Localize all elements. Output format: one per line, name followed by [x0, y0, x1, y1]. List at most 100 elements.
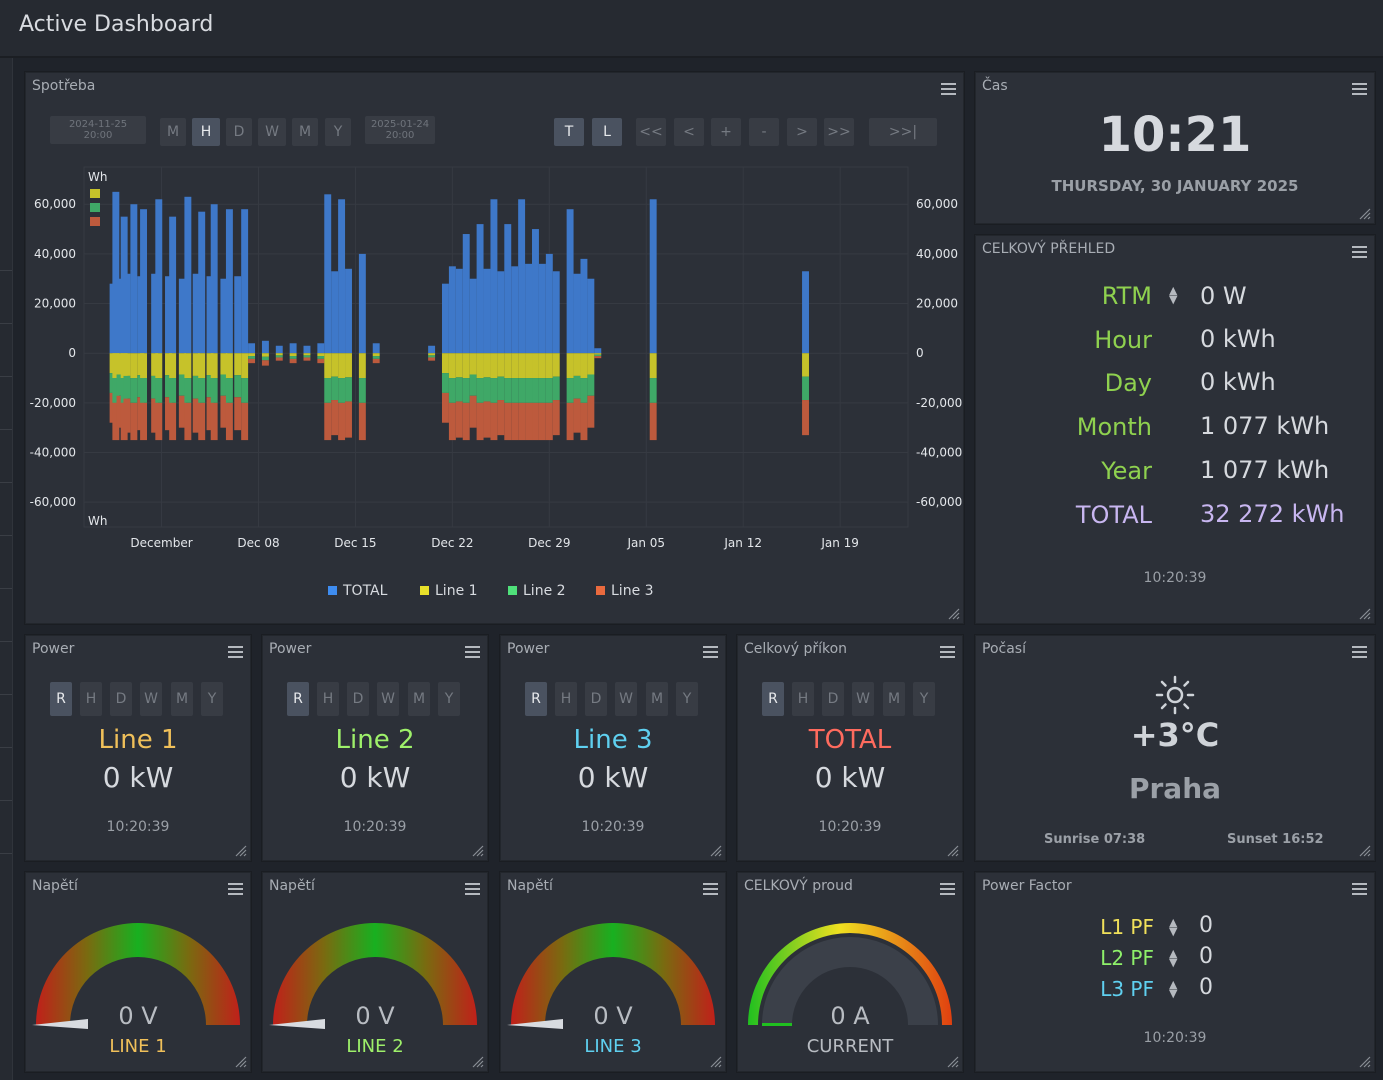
menu-icon[interactable]	[941, 83, 956, 95]
range-y-button[interactable]: Y	[438, 682, 460, 716]
date-to-button[interactable]: 2025-01-24 20:00	[365, 116, 435, 144]
zoom-out-button[interactable]: -	[749, 118, 779, 146]
x-tick-label: Jan 19	[820, 536, 859, 550]
chart-bar-line2	[303, 355, 311, 358]
menu-icon[interactable]	[1352, 246, 1367, 258]
chart-bar-line2	[198, 378, 206, 403]
menu-icon[interactable]	[465, 646, 480, 658]
menu-icon[interactable]	[1352, 83, 1367, 95]
range-y-button[interactable]: Y	[913, 682, 935, 716]
chart-bar-line2	[116, 374, 124, 396]
menu-icon[interactable]	[1352, 646, 1367, 658]
range-h-button[interactable]: H	[317, 682, 339, 716]
range-w-button[interactable]: W	[615, 682, 637, 716]
resize-handle-icon[interactable]	[1359, 1056, 1371, 1068]
chart-bar-line3	[169, 402, 177, 441]
range-y-button[interactable]: Y	[676, 682, 698, 716]
date-from-button[interactable]: 2024-11-25 20:00	[50, 116, 146, 144]
range-h-button[interactable]: H	[792, 682, 814, 716]
chart-bar-total	[140, 209, 148, 354]
resize-handle-icon[interactable]	[235, 845, 247, 857]
mode-t-button[interactable]: T	[554, 118, 584, 146]
resize-handle-icon[interactable]	[1359, 845, 1371, 857]
clock-date: THURSDAY, 30 JANUARY 2025	[1051, 177, 1299, 195]
period-hour-button[interactable]: H	[192, 118, 220, 146]
range-w-button[interactable]: W	[377, 682, 399, 716]
chart-bar-line1	[151, 353, 159, 376]
period-year-button[interactable]: Y	[325, 118, 351, 146]
resize-handle-icon[interactable]	[710, 1056, 722, 1068]
legend-swatch	[90, 189, 100, 198]
range-h-button[interactable]: H	[555, 682, 577, 716]
range-w-button[interactable]: W	[140, 682, 162, 716]
period-month-button[interactable]: M	[292, 118, 318, 146]
resize-handle-icon[interactable]	[948, 608, 960, 620]
chart-bar-line2	[462, 378, 470, 403]
resize-handle-icon[interactable]	[947, 1056, 959, 1068]
range-m-button[interactable]: M	[408, 682, 430, 716]
chart-bar-line2	[261, 356, 269, 361]
chart-bar-total	[130, 204, 138, 354]
nav-next-button[interactable]: >	[787, 118, 817, 146]
sort-icon[interactable]: ▲ ▼	[1169, 978, 1178, 1000]
chart-bar-line3	[490, 402, 498, 441]
nav-prev-button[interactable]: <	[674, 118, 704, 146]
chart-bar-line1	[116, 353, 124, 375]
resize-handle-icon[interactable]	[472, 845, 484, 857]
range-m-button[interactable]: M	[171, 682, 193, 716]
range-d-button[interactable]: D	[110, 682, 132, 716]
zoom-in-button[interactable]: +	[711, 118, 741, 146]
menu-icon[interactable]	[228, 883, 243, 895]
chart-bar-line2	[518, 378, 526, 403]
range-r-button[interactable]: R	[525, 682, 547, 716]
period-day-button[interactable]: D	[226, 118, 252, 146]
chart-bar-total	[573, 273, 581, 354]
range-r-button[interactable]: R	[287, 682, 309, 716]
menu-icon[interactable]	[703, 646, 718, 658]
range-d-button[interactable]: D	[585, 682, 607, 716]
resize-handle-icon[interactable]	[472, 1056, 484, 1068]
range-m-button[interactable]: M	[646, 682, 668, 716]
menu-icon[interactable]	[940, 883, 955, 895]
range-d-button[interactable]: D	[822, 682, 844, 716]
legend-line3[interactable]: Line 3	[596, 583, 654, 599]
resize-handle-icon[interactable]	[710, 845, 722, 857]
resize-handle-icon[interactable]	[947, 845, 959, 857]
range-m-button[interactable]: M	[883, 682, 905, 716]
resize-handle-icon[interactable]	[235, 1056, 247, 1068]
overview-value-total: 32 272 kWh	[1200, 500, 1345, 528]
menu-icon[interactable]	[703, 883, 718, 895]
sort-icon[interactable]: ▲ ▼	[1169, 947, 1178, 969]
resize-handle-icon[interactable]	[1359, 208, 1371, 220]
range-h-button[interactable]: H	[80, 682, 102, 716]
chart-bar-line2	[511, 378, 519, 403]
mode-l-button[interactable]: L	[592, 118, 622, 146]
nav-end-button[interactable]: >>|	[869, 118, 937, 146]
chart-bar-total	[649, 199, 657, 354]
menu-icon[interactable]	[1352, 883, 1367, 895]
nav-last-button[interactable]: >>	[824, 118, 854, 146]
chart-bar-line1	[490, 353, 498, 379]
range-r-button[interactable]: R	[762, 682, 784, 716]
chart-bar-line3	[220, 395, 228, 428]
sort-icon[interactable]: ▲ ▼	[1169, 916, 1178, 938]
panel-title: Napětí	[269, 878, 315, 894]
range-w-button[interactable]: W	[852, 682, 874, 716]
range-r-button[interactable]: R	[50, 682, 72, 716]
menu-icon[interactable]	[940, 646, 955, 658]
legend-line1[interactable]: Line 1	[420, 583, 478, 599]
range-y-button[interactable]: Y	[201, 682, 223, 716]
menu-icon[interactable]	[465, 883, 480, 895]
range-d-button[interactable]: D	[347, 682, 369, 716]
menu-icon[interactable]	[228, 646, 243, 658]
legend-total[interactable]: TOTAL	[328, 583, 387, 599]
period-week-button[interactable]: W	[258, 118, 286, 146]
x-tick-label: December	[130, 536, 192, 550]
chart-bar-total	[116, 278, 124, 354]
resize-handle-icon[interactable]	[1359, 608, 1371, 620]
legend-line2[interactable]: Line 2	[508, 583, 566, 599]
chart-bar-line3	[289, 358, 297, 364]
period-minute-button[interactable]: M	[160, 118, 186, 146]
sort-icon[interactable]: ▲ ▼	[1169, 284, 1178, 306]
nav-first-button[interactable]: <<	[636, 118, 666, 146]
